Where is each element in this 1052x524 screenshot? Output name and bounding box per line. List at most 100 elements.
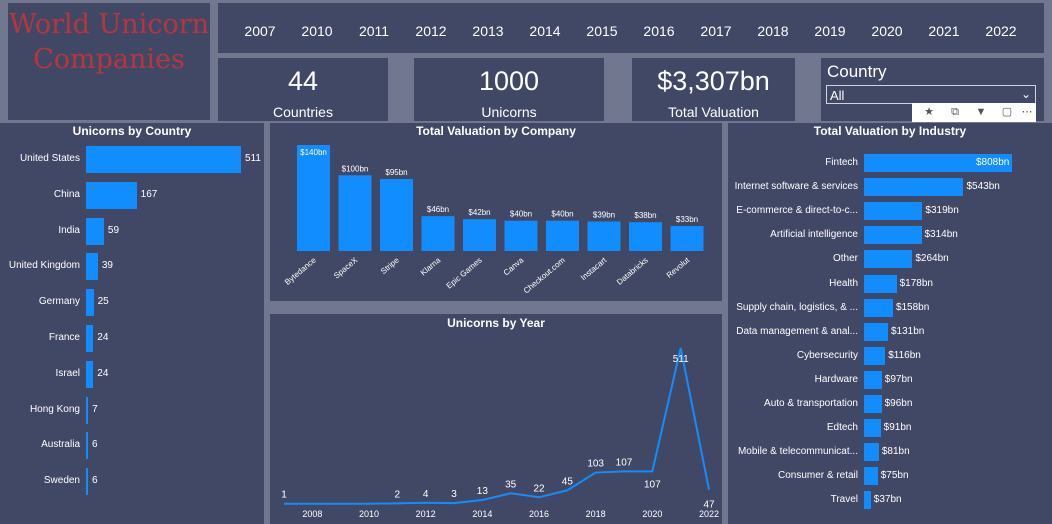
industry-bar: [864, 226, 922, 245]
industry-value: $116bn: [888, 349, 921, 361]
year-data-label: 35: [505, 479, 517, 490]
countries-label: Countries: [273, 104, 333, 120]
industry-label: Cybersecurity: [796, 349, 858, 361]
company-value-label: $40bn: [551, 210, 573, 219]
industry-bar: [864, 467, 878, 486]
year-button-2010[interactable]: 2010: [301, 23, 333, 39]
industry-value: $37bn: [873, 494, 902, 506]
country-label: Sweden: [43, 475, 80, 487]
industry-bar: [864, 443, 879, 462]
valuation-by-company-chart: $140bn Bytedance $100bn SpaceX $95bn Stripe $4…: [283, 145, 704, 295]
year-tick-label: 2008: [302, 509, 322, 519]
company-bar: [421, 216, 455, 251]
year-tick-label: 2020: [642, 509, 662, 519]
industry-bar: [864, 491, 871, 510]
total-valuation-label: Total Valuation: [668, 104, 759, 120]
year-button-2016[interactable]: 2016: [643, 23, 675, 39]
year-data-label: 103: [587, 459, 604, 470]
year-button-2007[interactable]: 2007: [244, 23, 276, 39]
industry-label: Artificial intelligence: [770, 229, 858, 241]
year-button-2017[interactable]: 2017: [700, 23, 732, 39]
company-value-label: $140bn: [300, 148, 327, 157]
year-button-2014[interactable]: 2014: [529, 23, 561, 39]
country-label: France: [48, 332, 80, 343]
countries-card: 44 Countries: [218, 58, 388, 121]
year-data-label: 13: [477, 486, 489, 497]
valuation-by-company-panel: Total Valuation by Company $140bn Bytedan…: [270, 123, 722, 301]
country-label: Israel: [55, 367, 80, 379]
copy-icon[interactable]: ⧉: [951, 106, 959, 118]
title-line-1: World Unicorn: [8, 9, 210, 40]
year-button-2015[interactable]: 2015: [586, 23, 618, 39]
country-value: 167: [140, 188, 158, 200]
visual-header-toolbar: ★ ⧉ ▼ ▢ ⋯: [912, 103, 1036, 122]
country-label: Hong Kong: [29, 403, 80, 415]
company-bar: [504, 220, 538, 251]
year-button-2020[interactable]: 2020: [871, 23, 903, 39]
year-button-2019[interactable]: 2019: [814, 23, 846, 39]
industry-bar: [864, 395, 882, 413]
country-dropdown[interactable]: All ⌄: [826, 85, 1036, 104]
country-label: United States: [19, 153, 80, 164]
year-button-2021[interactable]: 2021: [928, 23, 960, 39]
country-bar: [86, 253, 98, 281]
company-bar: [380, 179, 413, 251]
company-value-label: $95bn: [385, 168, 407, 177]
focus-mode-icon[interactable]: ▢: [1001, 106, 1013, 118]
valuation-by-industry-panel: Total Valuation by Industry Fintech $808b…: [728, 123, 1052, 524]
country-bar: [86, 289, 94, 317]
country-filter-label: Country: [827, 62, 887, 81]
industry-label: Edtech: [826, 422, 858, 434]
year-button-2012[interactable]: 2012: [415, 23, 447, 39]
company-bar: [629, 222, 662, 251]
company-bar: [338, 175, 372, 251]
year-tick-label: 2016: [529, 509, 549, 519]
company-value-label: $100bn: [342, 164, 369, 173]
industry-label: Fintech: [825, 157, 858, 168]
industry-value: $75bn: [880, 470, 909, 482]
more-options-icon[interactable]: ⋯: [1021, 106, 1033, 118]
country-value: 24: [97, 332, 109, 343]
industry-bar: [864, 346, 886, 365]
unicorns-by-country-panel: Unicorns by Country United States 511 Chin…: [0, 123, 264, 524]
filter-icon[interactable]: ▼: [975, 106, 987, 118]
industry-value: $96bn: [884, 398, 913, 409]
year-tick-label: 2012: [416, 509, 436, 519]
year-tick-label: 2018: [586, 509, 606, 519]
country-value: 7: [92, 403, 98, 415]
industry-value: $158bn: [895, 301, 930, 313]
country-bar: [86, 325, 94, 352]
industry-label: Data management & anal...: [736, 325, 858, 337]
valuation-by-company-title: Total Valuation by Company: [416, 124, 576, 138]
industry-value: $264bn: [915, 253, 949, 265]
industry-label: Auto & transportation: [764, 398, 858, 409]
country-value: 24: [97, 367, 109, 379]
year-data-label: 45: [562, 476, 574, 487]
company-value-label: $40bn: [510, 210, 532, 219]
country-bar: [86, 396, 89, 424]
industry-bar: [864, 419, 881, 438]
year-button-2011[interactable]: 2011: [358, 23, 390, 39]
year-button-2018[interactable]: 2018: [757, 23, 789, 39]
industry-bar: [864, 370, 882, 389]
year-data-label: 511: [673, 354, 689, 365]
country-label: Germany: [38, 296, 80, 308]
dashboard-title: World Unicorn Companies: [8, 7, 210, 77]
year-series-line: [284, 347, 710, 505]
industry-value: $131bn: [890, 325, 925, 337]
industry-value: $319bn: [925, 205, 959, 217]
country-label: India: [58, 224, 80, 236]
industry-value: $808bn: [976, 157, 1010, 168]
company-category-label: SpaceX: [332, 255, 360, 280]
year-data-label: 22: [533, 483, 545, 494]
pin-icon[interactable]: ★: [924, 106, 934, 118]
industry-value: $97bn: [884, 373, 913, 385]
country-label: China: [53, 188, 80, 200]
industry-label: Hardware: [814, 373, 858, 385]
industry-label: Travel: [830, 494, 858, 506]
year-button-2013[interactable]: 2013: [472, 23, 504, 39]
unicorns-by-year-chart: 1 2 4 3 13 35 22 45 103 107 107 511 47 2008 2010 2012 20…: [281, 347, 719, 519]
unicorns-label: Unicorns: [481, 104, 537, 120]
year-button-2022[interactable]: 2022: [985, 23, 1017, 39]
year-data-label: 47: [703, 500, 715, 511]
